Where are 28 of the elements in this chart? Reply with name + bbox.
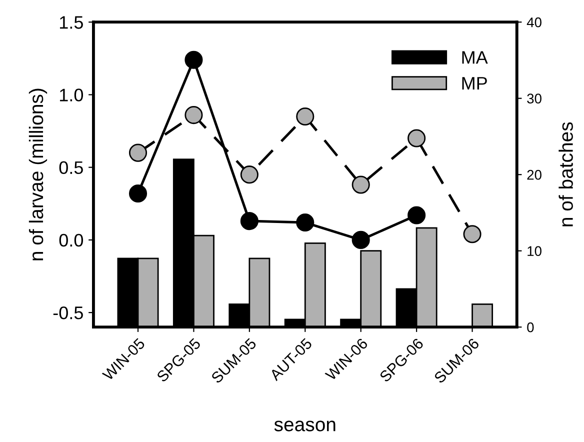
y-tick-label: 1.0 [60,88,84,102]
point [128,144,148,162]
y-tick-label: 1.5 [60,16,83,29]
point [463,225,482,244]
y2-tick-label: 20 [527,170,542,180]
point [296,213,314,232]
legend-label: MP [462,77,487,90]
point [128,184,148,202]
y2-tick-label: 10 [528,246,542,256]
point [240,166,258,184]
y2-tick-label: 0 [527,322,534,332]
x-axis-title: season [274,420,336,432]
point [408,206,426,224]
point [352,176,370,194]
point [408,129,426,148]
y-axis-title: n of larvae (millions) [28,88,48,260]
y2-tick-label: 30 [527,94,542,104]
point [296,107,314,126]
point [352,230,370,249]
y-tick-label: 0.0 [59,234,84,247]
y2-tick-label: 40 [526,17,542,28]
y-tick-label: 0.5 [59,161,83,174]
y-tick-label: -0.5 [53,306,83,320]
legend-label: MA [462,51,488,64]
point [184,106,203,124]
point [240,212,258,230]
y2-axis-title: n of batches [558,122,573,226]
point [184,50,203,69]
